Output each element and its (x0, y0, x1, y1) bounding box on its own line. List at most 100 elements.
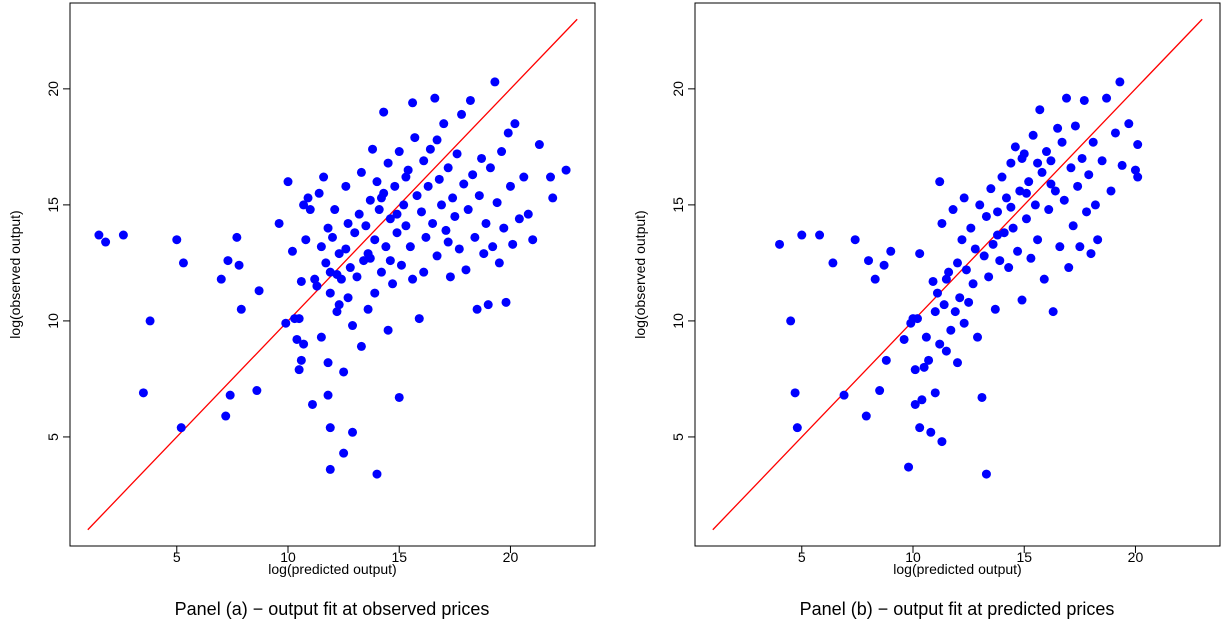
data-point (534, 140, 544, 150)
x-tick-label: 5 (798, 549, 806, 565)
data-point (310, 274, 320, 284)
data-point (1077, 153, 1087, 163)
data-point (301, 235, 311, 245)
data-point (881, 355, 891, 365)
data-point (354, 209, 364, 219)
data-point (419, 156, 429, 166)
data-point (1046, 156, 1056, 166)
data-point (376, 193, 386, 203)
y-tick-label: 15 (670, 197, 686, 213)
x-axis-title: log(predicted output) (268, 561, 396, 577)
y-tick-label: 20 (45, 81, 61, 97)
data-point (1055, 242, 1065, 252)
y-axis-title: log(observed output) (7, 210, 23, 338)
data-point (792, 423, 802, 433)
data-point (339, 448, 349, 458)
data-point (236, 304, 246, 314)
x-tick-label: 15 (1016, 549, 1032, 565)
data-point (1004, 263, 1014, 273)
data-point (950, 307, 960, 317)
data-point (928, 276, 938, 286)
data-point (797, 230, 807, 240)
data-point (296, 276, 306, 286)
x-tick-label: 15 (391, 549, 407, 565)
data-point (1010, 142, 1020, 152)
data-point (937, 437, 947, 447)
data-point (973, 332, 983, 342)
data-point (993, 207, 1003, 217)
data-point (343, 218, 353, 228)
data-point (408, 98, 418, 108)
data-point (408, 274, 418, 284)
data-point (385, 214, 395, 224)
data-point (390, 181, 400, 191)
data-point (365, 253, 375, 263)
data-point (325, 288, 335, 298)
data-point (964, 297, 974, 307)
data-point (494, 258, 504, 268)
data-point (312, 281, 322, 291)
data-point (365, 195, 375, 205)
x-axis-title: log(predicted output) (893, 561, 1021, 577)
data-point (1044, 205, 1054, 215)
data-point (499, 223, 509, 233)
data-point (937, 218, 947, 228)
data-point (434, 174, 444, 184)
data-point (396, 260, 406, 270)
data-point (341, 244, 351, 254)
data-point (993, 230, 1003, 240)
data-point (448, 193, 458, 203)
data-point (904, 462, 914, 472)
data-point (932, 288, 942, 298)
data-point (216, 274, 226, 284)
data-point (363, 304, 373, 314)
data-point (959, 193, 969, 203)
data-point (425, 144, 435, 154)
data-point (1037, 167, 1047, 177)
data-point (414, 314, 424, 324)
data-point (1001, 193, 1011, 203)
data-point (941, 274, 951, 284)
data-point (383, 158, 393, 168)
data-point (372, 469, 382, 479)
data-point (379, 107, 389, 117)
data-point (1106, 186, 1116, 196)
plot-frame (694, 2, 1221, 547)
data-point (1070, 121, 1080, 131)
data-point (459, 179, 469, 189)
data-point (368, 144, 378, 154)
data-point (294, 365, 304, 375)
data-point (1021, 188, 1031, 198)
data-point (930, 307, 940, 317)
data-point (439, 119, 449, 129)
data-point (966, 223, 976, 233)
data-point (946, 325, 956, 335)
data-point (941, 346, 951, 356)
data-point (341, 181, 351, 191)
plot-frame (69, 2, 596, 547)
data-point (336, 274, 346, 284)
data-point (416, 207, 426, 217)
data-point (984, 272, 994, 282)
data-point (330, 205, 340, 215)
data-point (1039, 274, 1049, 284)
data-point (292, 334, 302, 344)
data-point (1082, 207, 1092, 217)
data-point (303, 193, 313, 203)
data-point (334, 300, 344, 310)
data-point (443, 237, 453, 247)
data-point (178, 258, 188, 268)
data-point (343, 293, 353, 303)
data-point (546, 172, 556, 182)
data-point (485, 163, 495, 173)
data-point (356, 167, 366, 177)
data-point (528, 235, 538, 245)
data-point (470, 232, 480, 242)
data-point (1021, 214, 1031, 224)
data-point (432, 135, 442, 145)
data-point (296, 355, 306, 365)
data-point (274, 218, 284, 228)
data-point (1006, 158, 1016, 168)
data-point (1041, 147, 1051, 157)
